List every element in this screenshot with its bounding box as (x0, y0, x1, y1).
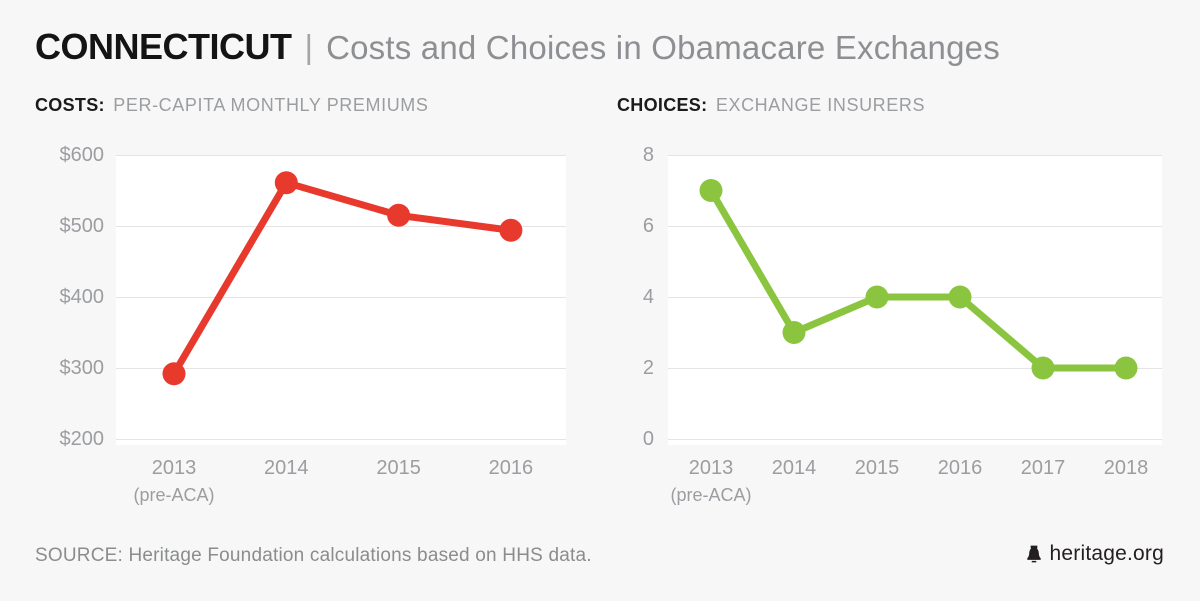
state-name: CONNECTICUT (35, 26, 292, 67)
costs-data-point (499, 218, 523, 242)
costs-xtick-note: (pre-ACA) (133, 485, 215, 505)
choices-data-point (699, 179, 723, 202)
choices-sublabel: EXCHANGE INSURERS (715, 95, 926, 115)
choices-ytick: 4 (642, 286, 654, 308)
choices-series-line (707, 187, 1130, 372)
choices-xtick: 2016 (937, 457, 983, 479)
costs-ytick: $400 (59, 286, 105, 308)
choices-data-point (782, 321, 806, 344)
choices-xtick: 2015 (854, 457, 900, 479)
costs-xtick: 2015 (376, 457, 421, 479)
costs-data-point (162, 362, 186, 386)
source-note: SOURCE: Heritage Foundation calculations… (35, 545, 592, 566)
brand: heritage.org (1024, 542, 1164, 566)
costs-plot-area (116, 155, 566, 445)
choices-ytick: 0 (642, 428, 654, 450)
costs-ytick: $300 (59, 357, 105, 379)
choices-plot-area (668, 155, 1162, 445)
choices-data-point (948, 285, 972, 309)
costs-xtick: 2014 (264, 457, 309, 479)
choices-line-chart (668, 155, 1162, 440)
choices-data-point (1031, 356, 1055, 380)
costs-xtick: 2013 (151, 457, 197, 479)
costs-ytick: $600 (59, 144, 105, 166)
brand-domain: heritage.org (1049, 542, 1164, 565)
choices-ytick: 2 (642, 357, 654, 379)
liberty-bell-icon (1026, 545, 1041, 563)
title-separator: | (304, 28, 314, 65)
choices-ytick: 8 (642, 144, 654, 166)
choices-xtick: 2018 (1103, 457, 1149, 479)
choices-xtick: 2014 (771, 457, 817, 479)
page-title: Costs and Choices in Obamacare Exchanges (326, 29, 1000, 66)
choices-ytick: 6 (642, 215, 654, 237)
masthead: CONNECTICUT | Costs and Choices in Obama… (35, 26, 1000, 68)
costs-ytick: $200 (59, 428, 105, 450)
costs-data-point (387, 203, 411, 227)
choices-label: CHOICES: (617, 95, 708, 115)
costs-line-chart (116, 155, 566, 440)
costs-data-point (274, 171, 298, 195)
costs-xtick: 2016 (488, 457, 534, 479)
costs-label: COSTS: (35, 95, 105, 115)
costs-sublabel: PER-CAPITA MONTHLY PREMIUMS (113, 95, 429, 115)
choices-xtick-note: (pre-ACA) (670, 485, 752, 505)
costs-ytick: $500 (59, 215, 105, 237)
choices-data-point (865, 285, 889, 309)
costs-series-line (170, 179, 515, 378)
choices-xtick: 2013 (688, 457, 734, 479)
choices-chart-header: CHOICES: EXCHANGE INSURERS (617, 95, 925, 116)
costs-chart-header: COSTS: PER-CAPITA MONTHLY PREMIUMS (35, 95, 429, 116)
choices-data-point (1114, 356, 1138, 380)
choices-xtick: 2017 (1020, 457, 1066, 479)
